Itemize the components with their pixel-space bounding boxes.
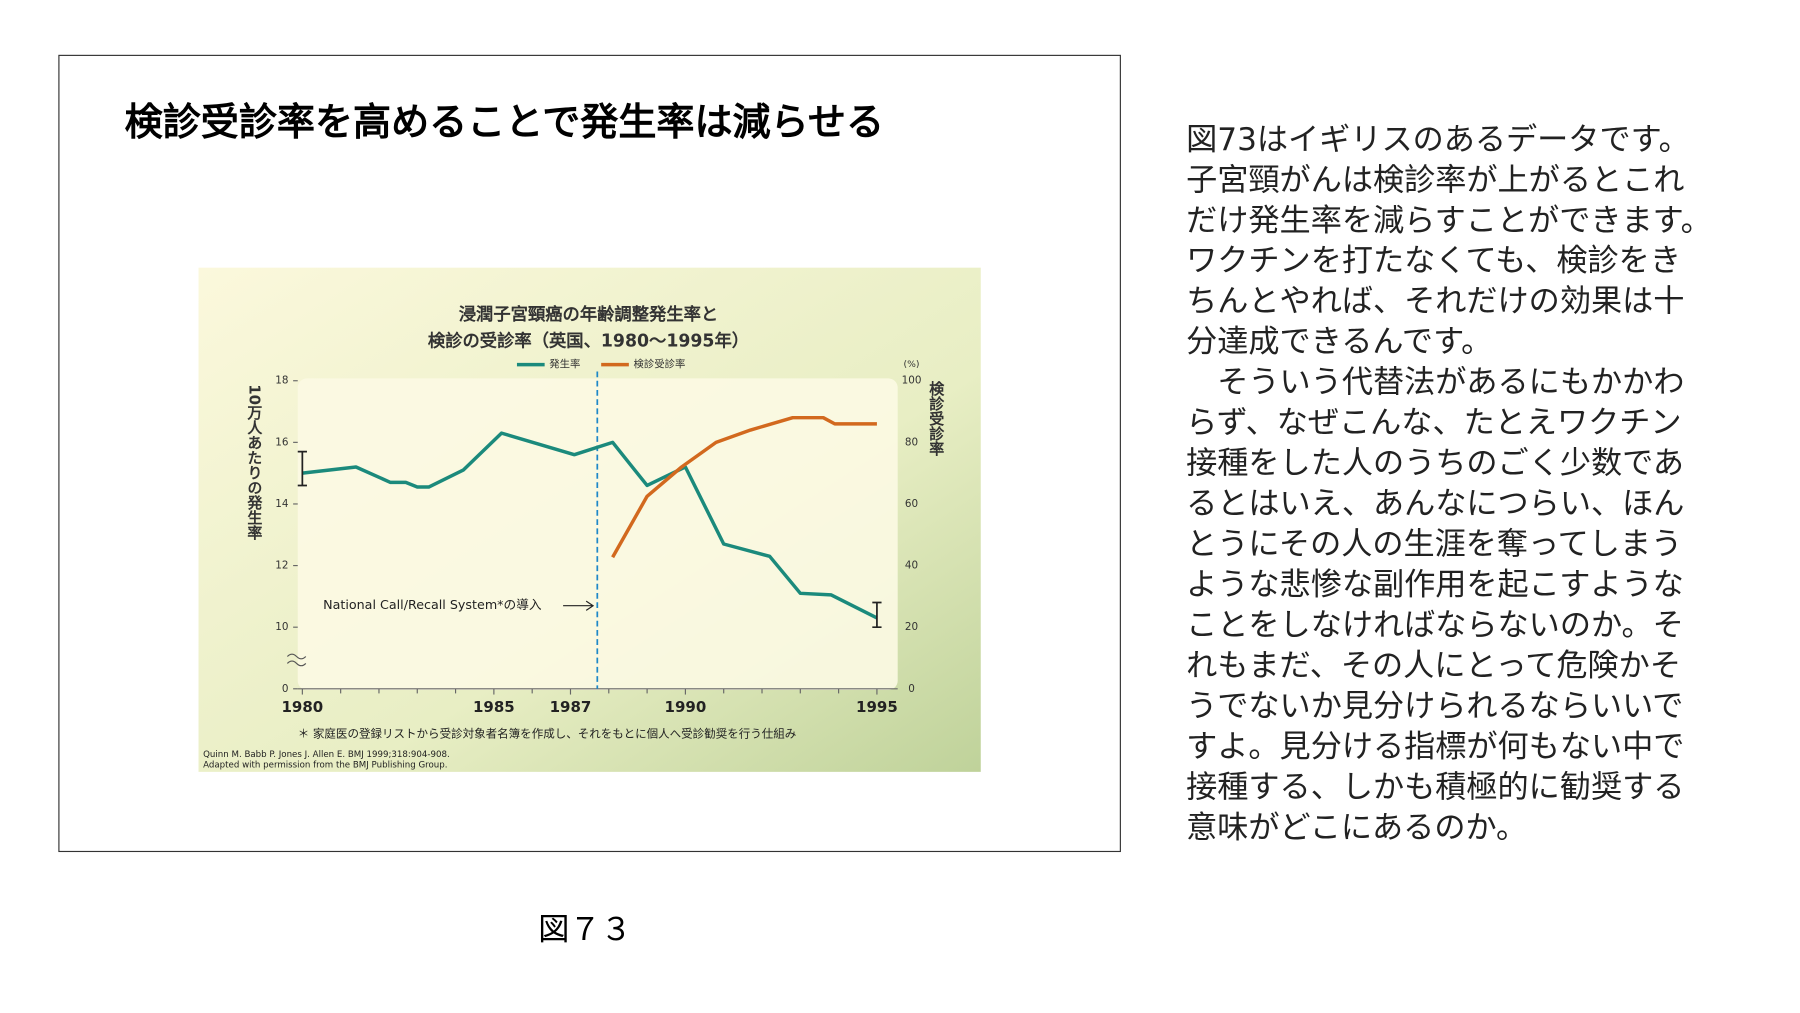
y-tick-label: 10 [275, 621, 288, 633]
caption: 図７３ [538, 912, 631, 948]
legend-label: 検診受診率 [633, 358, 685, 371]
y2-unit: (%) [904, 359, 920, 370]
body-line: とうにその人の生涯を奪ってしまう [1186, 527, 1682, 563]
y2-tick-label: 60 [905, 498, 918, 510]
y-tick-label: 14 [275, 498, 289, 510]
body-line: うでないか見分けられるならいいで [1186, 689, 1683, 725]
body-line: れもまだ、その人にとって危険かそ [1186, 648, 1681, 684]
chart: 0 10 12 14 16 18 0 20 40 60 80 100 1980 1985 1987 1990 1… [275, 358, 921, 716]
series-line [611, 415, 877, 559]
y-axis-label: 10万人あたりの発生率 [245, 384, 263, 541]
x-tick-label: 1985 [473, 698, 515, 716]
body-text: 図73はイギリスのあるデータです。子宮頸がんは検診率が上がるとこれだけ発生率を減… [1186, 122, 1712, 846]
body-line: 接種をした人のうちのごく少数であ [1186, 446, 1684, 482]
body-line: らず、なぜこんな、たとえワクチン [1186, 405, 1681, 441]
chart-title: 検診の受診率（英国、1980～1995年） [428, 331, 749, 352]
x-tick-label: 1995 [856, 698, 898, 716]
body-line: 図73はイギリスのあるデータです。 [1186, 122, 1690, 158]
body-line: だけ発生率を減らすことができます。 [1186, 203, 1712, 239]
body-line: 分達成できるんです。 [1186, 324, 1492, 360]
body-line: 子宮頸がんは検診率が上がるとこれ [1186, 162, 1684, 198]
body-line: 接種する、しかも積極的に勧奨する [1186, 770, 1684, 806]
body-line: すよ。見分ける指標が何もない中で [1186, 729, 1684, 765]
chart-title: 浸潤子宮頸癌の年齢調整発生率と [459, 304, 718, 325]
x-tick-label: 1990 [665, 698, 707, 716]
y2-tick-label: 100 [902, 375, 922, 387]
body-line: ワクチンを打たなくても、検診をき [1186, 243, 1681, 279]
body-line: ちんとやれば、それだけの効果は十 [1186, 284, 1684, 320]
source: Quinn M. Babb P. Jones J. Allen E. BMJ 1… [203, 750, 450, 760]
y2-tick-label: 20 [905, 621, 918, 633]
axis-break [286, 653, 307, 667]
y-tick-label: 12 [275, 560, 288, 572]
body-line: そういう代替法があるにもかかわ [1186, 365, 1684, 401]
body-line: 意味がどこにあるのか。 [1186, 810, 1527, 846]
y-tick-label: 18 [275, 375, 288, 387]
slide-title: 検診受診率を高めることで発生率は減らせる [125, 100, 884, 144]
y-tick-label: 0 [282, 683, 289, 695]
y2-axis-label: 検診受診率 [927, 380, 945, 457]
y2-tick-label: 40 [905, 560, 918, 572]
footnote: ＊ 家庭医の登録リストから受診対象者名簿を作成し、それをもとに個人へ受診勧奨を行… [298, 726, 797, 740]
x-tick-label: 1987 [550, 698, 592, 716]
y2-tick-label: 0 [908, 683, 915, 695]
y2-tick-label: 80 [905, 436, 918, 448]
body-line: ことをしなければならないのか。そ [1186, 608, 1684, 644]
body-line: ような悲惨な副作用を起こすような [1186, 567, 1684, 603]
error-bar [872, 601, 882, 629]
y-tick-label: 16 [275, 436, 288, 448]
series-line [302, 431, 878, 620]
annotation: National Call/Recall System*の導入 [323, 597, 542, 612]
annotation-arrow [563, 600, 595, 611]
x-tick-label: 1980 [281, 698, 323, 716]
legend-label: 発生率 [549, 358, 580, 371]
error-bar [297, 450, 307, 487]
source: Adapted with permission from the BMJ Pub… [203, 760, 447, 770]
body-line: るとはいえ、あんなにつらい、ほん [1186, 486, 1684, 522]
